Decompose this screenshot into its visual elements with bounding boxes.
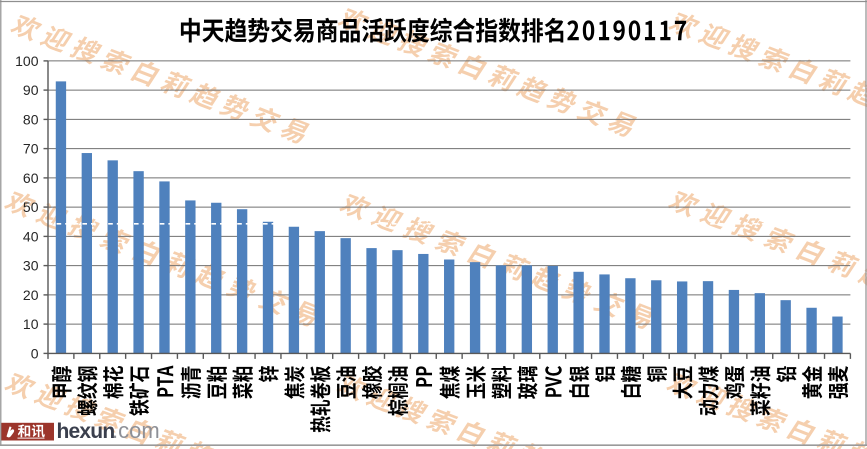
svg-text:30: 30 bbox=[23, 258, 39, 274]
svg-text:0: 0 bbox=[31, 345, 39, 361]
svg-text:.com: .com bbox=[112, 418, 160, 443]
svg-text:10: 10 bbox=[23, 316, 39, 332]
svg-text:100: 100 bbox=[15, 53, 39, 69]
svg-text:70: 70 bbox=[23, 141, 39, 157]
svg-text:20: 20 bbox=[23, 287, 39, 303]
svg-text:60: 60 bbox=[23, 170, 39, 186]
svg-text:90: 90 bbox=[23, 82, 39, 98]
svg-text:40: 40 bbox=[23, 228, 39, 244]
svg-text:50: 50 bbox=[23, 199, 39, 215]
svg-text:hexun: hexun bbox=[57, 420, 115, 443]
svg-text:80: 80 bbox=[23, 111, 39, 127]
